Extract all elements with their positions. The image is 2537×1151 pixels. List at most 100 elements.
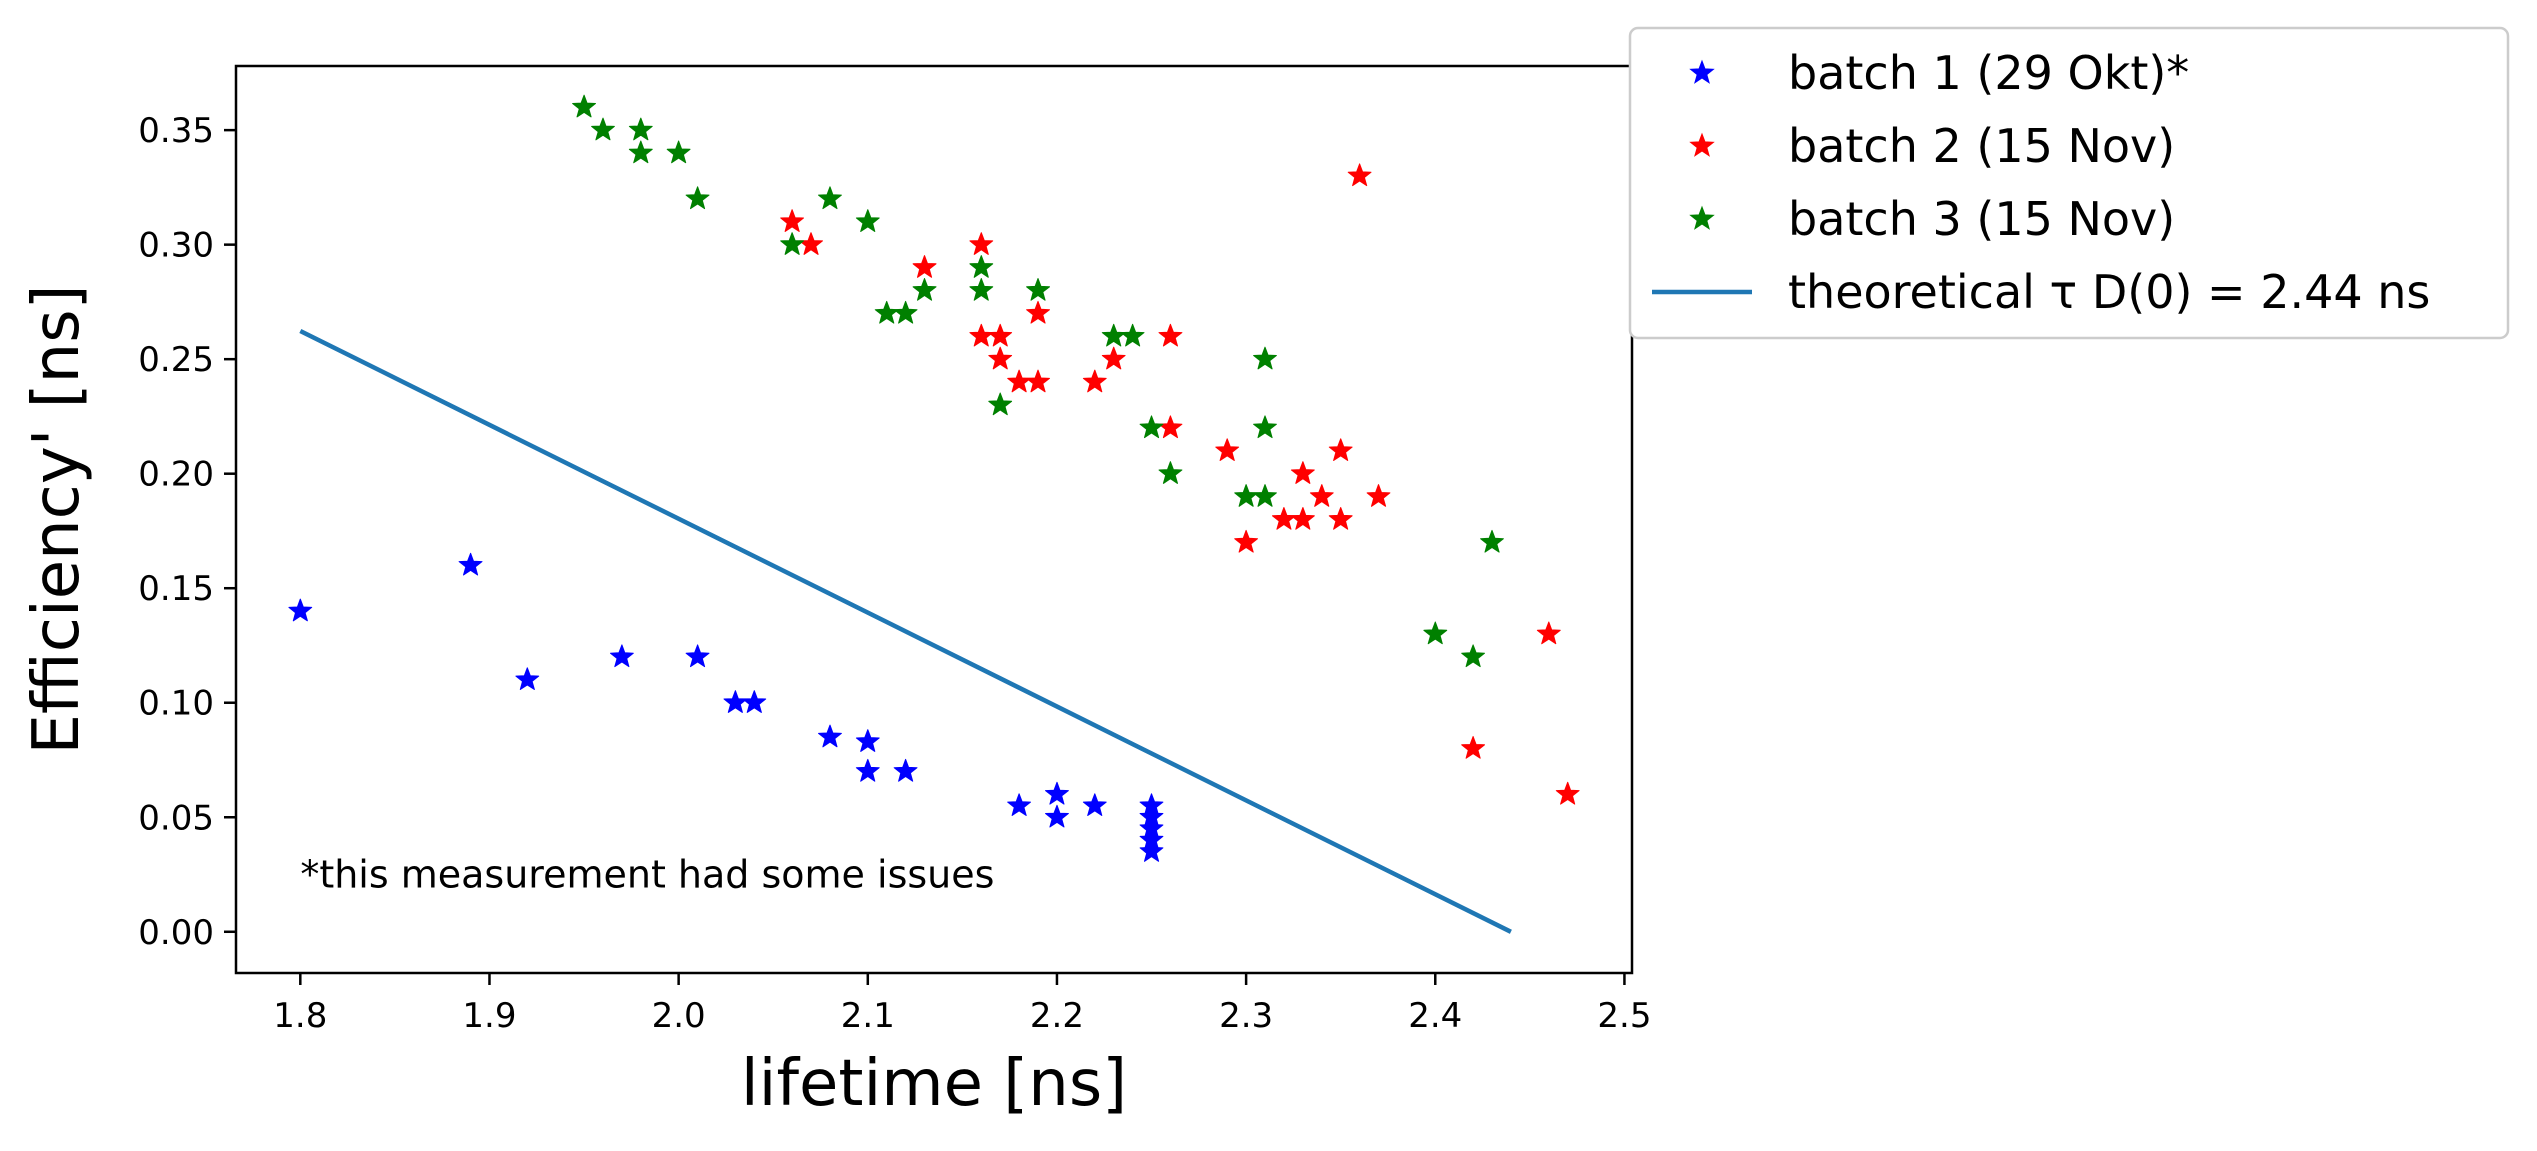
- legend-star-swatch: [1689, 59, 1715, 84]
- y-tick-label: 0.05: [138, 798, 214, 838]
- legend-entry: batch 2 (15 Nov): [1689, 119, 2175, 173]
- x-tick-label: 1.9: [462, 996, 516, 1036]
- data-point: [969, 232, 994, 255]
- data-point: [818, 724, 842, 748]
- y-tick-label: 0.35: [138, 111, 214, 151]
- series-batch-1: [288, 552, 1164, 862]
- x-tick-label: 1.8: [273, 996, 327, 1036]
- data-point: [1309, 484, 1334, 507]
- data-point: [1234, 484, 1258, 507]
- y-axis: 0.00 0.05 0.10 0.15 0.20 0.25 0.30 0.35: [138, 111, 236, 953]
- data-point: [988, 323, 1013, 347]
- annotation-text: *this measurement had some issues: [300, 853, 994, 897]
- y-axis-label: Efficiency' [ns]: [20, 284, 94, 754]
- data-point: [1328, 438, 1353, 461]
- legend-box: [1628, 26, 2510, 340]
- data-point: [1290, 461, 1315, 484]
- data-point: [1139, 415, 1164, 439]
- data-point: [1253, 484, 1277, 507]
- y-tick-label: 0.20: [138, 455, 214, 495]
- data-point: [723, 690, 748, 713]
- data-point: [988, 346, 1013, 370]
- data-point: [1082, 793, 1107, 816]
- data-point: [610, 644, 634, 668]
- data-point: [666, 140, 691, 164]
- data-point: [1158, 415, 1183, 439]
- x-tick-label: 2.5: [1597, 996, 1651, 1036]
- data-point: [591, 117, 615, 141]
- data-point: [969, 255, 994, 278]
- data-point: [893, 758, 918, 782]
- x-tick-label: 2.4: [1408, 996, 1462, 1036]
- x-tick-label: 2.0: [652, 996, 706, 1036]
- x-tick-label: 2.3: [1219, 996, 1273, 1036]
- data-point: [780, 232, 804, 255]
- legend-label: batch 3 (15 Nov): [1788, 192, 2175, 246]
- data-point: [1158, 323, 1183, 347]
- data-point: [1347, 163, 1372, 187]
- data-point: [1423, 621, 1448, 645]
- legend-star-swatch: [1689, 205, 1715, 230]
- y-tick-label: 0.10: [138, 684, 214, 724]
- y-tick-label: 0.30: [138, 226, 214, 266]
- legend-label: theoretical τ D(0) = 2.44 ns: [1788, 265, 2430, 319]
- data-point: [1026, 369, 1050, 393]
- data-point: [1082, 369, 1107, 393]
- data-point: [874, 300, 899, 324]
- data-point: [818, 186, 842, 210]
- data-point: [1234, 529, 1258, 553]
- data-point: [1026, 278, 1050, 301]
- plot-area: [234, 64, 1634, 975]
- data-point: [855, 758, 880, 782]
- data-point: [799, 232, 823, 255]
- legend: batch 1 (29 Okt)* batch 2 (15 Nov) batch 3…: [1628, 26, 2510, 340]
- data-point: [855, 209, 880, 232]
- data-point: [1101, 346, 1126, 370]
- data-point: [1139, 839, 1164, 862]
- data-point: [515, 667, 540, 690]
- data-point: [1253, 346, 1277, 370]
- series-line-theoretical: [299, 328, 1512, 934]
- data-point: [1272, 507, 1296, 530]
- data-point: [1461, 644, 1485, 668]
- legend-label: batch 2 (15 Nov): [1788, 119, 2175, 173]
- data-point: [912, 278, 937, 301]
- data-point: [1045, 804, 1069, 828]
- data-point: [1101, 323, 1126, 347]
- data-point: [628, 117, 653, 141]
- data-point: [988, 392, 1013, 416]
- plot-frame: [234, 64, 1634, 975]
- data-point: [1045, 781, 1069, 805]
- data-point: [780, 209, 804, 232]
- data-point: [572, 94, 596, 118]
- data-point: [1555, 781, 1580, 805]
- data-point: [1366, 484, 1391, 507]
- data-point: [458, 552, 483, 576]
- x-tick-label: 2.1: [841, 996, 895, 1036]
- data-point: [628, 140, 653, 164]
- data-point: [1290, 507, 1315, 530]
- data-point: [1328, 507, 1353, 530]
- data-point: [1026, 300, 1050, 324]
- data-point: [685, 644, 710, 668]
- data-point: [855, 729, 880, 752]
- series-batch-3: [572, 94, 1504, 668]
- legend-star-swatch: [1689, 132, 1715, 157]
- data-point: [1007, 369, 1031, 393]
- x-axis-label: lifetime [ns]: [741, 1047, 1127, 1121]
- data-point: [1215, 438, 1240, 461]
- data-point: [1253, 415, 1277, 439]
- data-point: [969, 323, 994, 347]
- x-axis: 1.8 1.9 2.0 2.1 2.2 2.3 2.4 2.5: [273, 973, 1651, 1036]
- y-tick-label: 0.00: [138, 913, 214, 953]
- data-point: [912, 255, 937, 278]
- data-point: [893, 300, 918, 324]
- x-tick-label: 2.2: [1030, 996, 1084, 1036]
- data-point: [685, 186, 710, 210]
- data-point: [1480, 529, 1504, 553]
- data-point: [288, 598, 313, 622]
- legend-entry: theoretical τ D(0) = 2.44 ns: [1652, 265, 2430, 319]
- y-tick-label: 0.25: [138, 340, 214, 380]
- y-tick-label: 0.15: [138, 569, 214, 609]
- legend-entry: batch 3 (15 Nov): [1689, 192, 2175, 246]
